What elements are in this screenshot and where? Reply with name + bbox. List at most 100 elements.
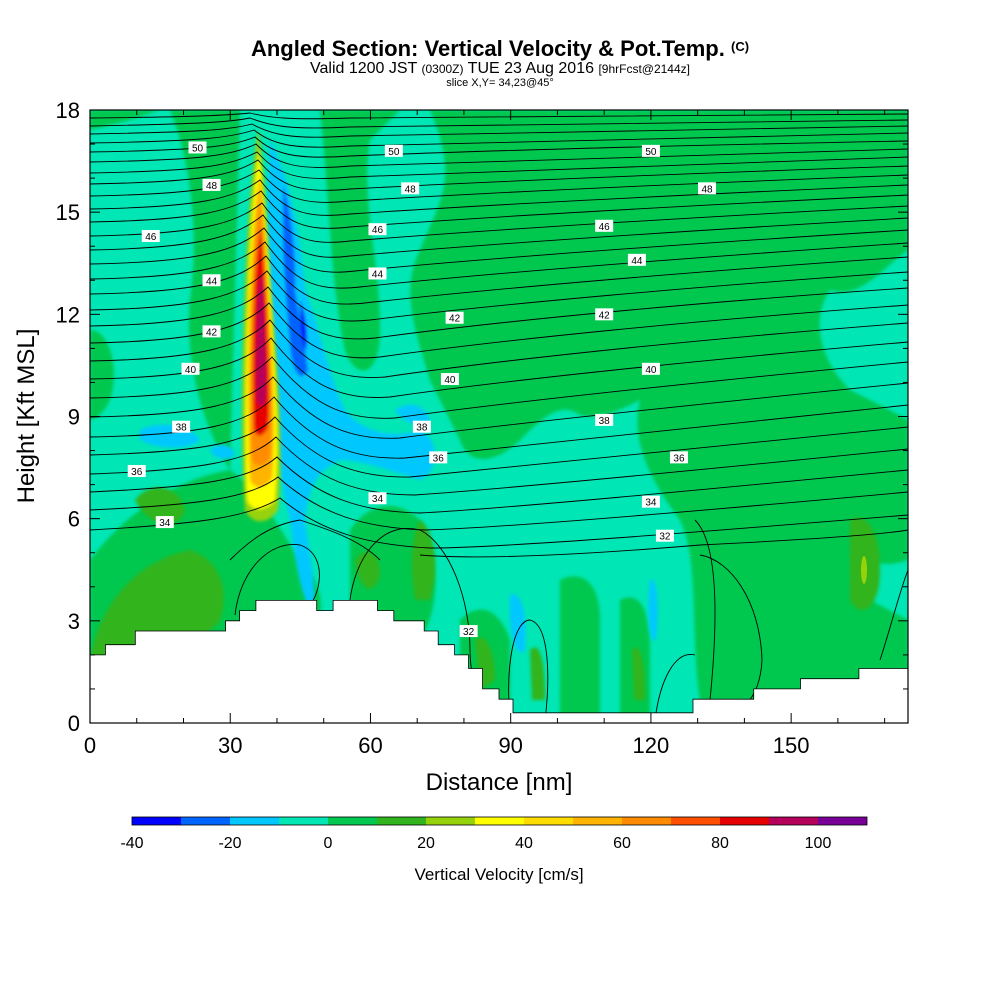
theta-label-text: 50 <box>645 147 657 158</box>
colorbar-tick-label: 80 <box>711 835 729 852</box>
theta-label: 44 <box>202 274 221 287</box>
theta-label: 48 <box>401 182 420 195</box>
theta-label-box <box>655 529 674 542</box>
theta-label-box <box>641 495 660 508</box>
theta-label-text: 46 <box>599 222 611 233</box>
theta-label-box <box>384 144 403 157</box>
theta-label-box <box>669 451 688 464</box>
colorbar-swatch <box>181 817 230 825</box>
theta-label-text: 36 <box>131 467 143 478</box>
theta-label: 46 <box>368 223 387 236</box>
x-tick-label: 0 <box>84 733 96 758</box>
field-band-neg <box>140 140 658 653</box>
x-axis-title: Distance [nm] <box>426 769 573 796</box>
colorbar-tick-label: 40 <box>515 835 533 852</box>
theta-label-box <box>202 274 221 287</box>
colorbar-title: Vertical Velocity [cm/s] <box>414 865 583 884</box>
plot-area: 50 48 46 44 42 40 38 36 34 50 48 46 44 42 40 38 36 34 32 50… <box>90 110 908 723</box>
terrain-mask <box>90 600 908 723</box>
theta-label: 38 <box>172 420 191 434</box>
theta-label-box <box>595 413 614 426</box>
theta-label-box <box>445 311 464 324</box>
theta-label: 42 <box>595 308 614 321</box>
updraft-core <box>242 130 281 522</box>
theta-label: 34 <box>368 492 387 505</box>
chart-subtitle: Valid 1200 JST (0300Z) TUE 23 Aug 2016 [… <box>0 60 1000 78</box>
field-band-20-30-peak <box>861 556 867 584</box>
theta-label-text: 42 <box>449 314 461 325</box>
colorbar-swatch <box>769 817 818 825</box>
theta-label-box <box>641 362 660 375</box>
theta-label: 46 <box>141 230 160 243</box>
x-axis: 0 30 60 90 120 150 <box>84 110 886 758</box>
theta-label-text: 36 <box>433 453 445 464</box>
theta-label-text: 46 <box>372 225 384 236</box>
theta-label-text: 32 <box>463 627 475 638</box>
colorbar: -40 -20 0 20 40 60 80 100 <box>120 816 868 852</box>
theta-label: 36 <box>127 464 146 478</box>
x-tick-label: 90 <box>498 733 522 758</box>
chart-title: Angled Section: Vertical Velocity & Pot.… <box>0 36 1000 62</box>
theta-label-text: 40 <box>444 375 456 386</box>
theta-label-text: 48 <box>405 184 417 195</box>
colorbar-swatch <box>426 817 475 825</box>
theta-label-text: 36 <box>673 453 685 464</box>
slice-info: slice X,Y= 34,23@45° <box>446 77 554 89</box>
theta-label: 36 <box>429 451 448 464</box>
theta-label: 48 <box>698 182 717 195</box>
theta-label: 38 <box>595 413 614 427</box>
theta-label-box <box>641 144 660 157</box>
y-axis-title: Height [Kft MSL] <box>13 329 40 504</box>
x-tick-label: 120 <box>633 733 670 758</box>
y-tick-label: 12 <box>56 302 80 327</box>
theta-label: 50 <box>641 144 660 158</box>
colorbar-swatch <box>622 817 671 825</box>
y-tick-label: 15 <box>56 200 80 225</box>
colorbar-tick-label: 0 <box>324 835 333 852</box>
colorbar-swatch <box>818 817 867 825</box>
theta-label-text: 38 <box>599 416 611 427</box>
colorbar-swatch <box>132 817 181 825</box>
theta-label-text: 42 <box>206 327 218 338</box>
theta-label-text: 48 <box>701 184 713 195</box>
theta-label-box <box>181 362 200 375</box>
theta-label-box <box>459 625 478 638</box>
colorbar-swatch <box>230 817 279 825</box>
colorbar-swatch <box>671 817 720 825</box>
colorbar-tick-label: -40 <box>120 835 143 852</box>
theta-label-text: 44 <box>631 256 643 267</box>
theta-label-text: 34 <box>372 494 384 505</box>
colorbar-swatch <box>475 817 524 825</box>
y-tick-label: 0 <box>68 711 80 736</box>
colorbar-tick-label: -20 <box>218 835 241 852</box>
theta-label-text: 50 <box>388 147 400 158</box>
theta-label: 44 <box>627 253 646 267</box>
y-tick-label: 6 <box>68 507 80 532</box>
theta-label: 46 <box>595 219 614 233</box>
theta-label-text: 50 <box>192 143 204 154</box>
subtitle-utc: (0300Z) <box>421 62 464 76</box>
colorbar-swatch <box>524 817 573 825</box>
colorbar-swatch <box>328 817 377 825</box>
colorbar-tick-label: 20 <box>417 835 435 852</box>
theta-label-box <box>188 141 207 154</box>
theta-label-box <box>202 325 221 338</box>
y-tick-label: 9 <box>68 405 80 430</box>
colorbar-frame <box>131 816 868 826</box>
x-tick-label: 150 <box>773 733 810 758</box>
theta-label-text: 42 <box>599 310 611 321</box>
theta-label-box <box>155 516 174 529</box>
theta-label: 34 <box>641 495 660 509</box>
theta-label-box <box>429 451 448 464</box>
colorbar-swatch <box>573 817 622 825</box>
theta-label-box <box>627 253 646 266</box>
subtitle-forecast: [9hrFcst@2144z] <box>598 62 690 76</box>
colorbar-swatch <box>279 817 328 825</box>
colorbar-tick-label: 100 <box>805 835 832 852</box>
theta-label-text: 38 <box>416 423 428 434</box>
theta-label-box <box>595 219 614 232</box>
colorbar-swatch <box>377 817 426 825</box>
theta-label: 40 <box>440 373 459 386</box>
